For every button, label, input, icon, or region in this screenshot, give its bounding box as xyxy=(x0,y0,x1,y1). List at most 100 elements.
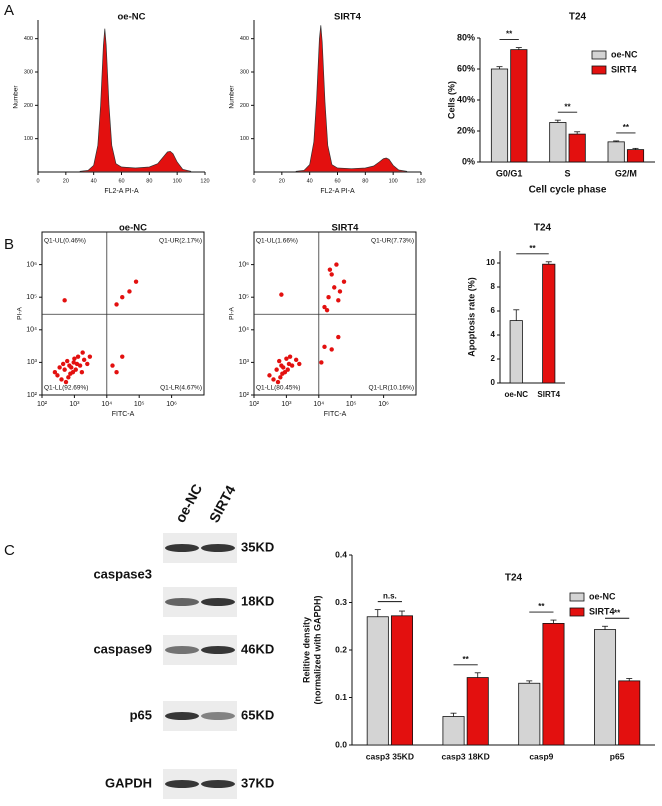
quadrant-label: Q1-UR(2.17%) xyxy=(159,238,202,245)
blot-band xyxy=(201,646,235,654)
y-axis-label: Relitive density xyxy=(301,617,311,683)
blot-band xyxy=(165,544,199,552)
event-dot xyxy=(63,379,69,385)
event-dot xyxy=(293,357,299,363)
x-tick-label: 10² xyxy=(37,401,48,408)
event-dot xyxy=(326,295,331,300)
blot-band xyxy=(201,780,235,788)
y-tick-label: 80% xyxy=(457,32,475,42)
event-dot xyxy=(62,298,67,303)
band-size-label: 35KD xyxy=(241,539,274,554)
x-tick-label: 80 xyxy=(362,178,368,184)
event-dot xyxy=(80,350,85,355)
x-tick-label: 10⁴ xyxy=(101,401,112,408)
x-tick-label: G0/G1 xyxy=(496,168,523,178)
bar xyxy=(618,680,641,746)
event-dot xyxy=(66,375,71,380)
x-tick-label: p65 xyxy=(610,751,625,761)
event-dot xyxy=(81,357,87,363)
x-tick-label: SIRT4 xyxy=(537,390,560,399)
legend-label: oe-NC xyxy=(589,591,616,601)
blot-band xyxy=(165,712,199,720)
x-tick-label: 10³ xyxy=(69,401,80,408)
legend-label: oe-NC xyxy=(611,49,638,59)
chart-title: SIRT4 xyxy=(334,12,362,23)
x-tick-label: oe-NC xyxy=(504,390,528,399)
y-tick-label: 10⁶ xyxy=(238,261,249,268)
event-dot xyxy=(72,356,77,361)
bar xyxy=(509,320,523,384)
y-axis-label: Number xyxy=(229,85,236,109)
y-tick-label: 8 xyxy=(491,282,496,291)
event-dot xyxy=(68,371,73,376)
panel-label: C xyxy=(4,542,15,559)
event-dot xyxy=(336,334,341,340)
y-tick-label: 0% xyxy=(462,156,475,166)
histogram-curve xyxy=(79,28,192,172)
band-size-label: 37KD xyxy=(241,775,274,790)
x-tick-label: 20 xyxy=(63,178,69,184)
event-dot xyxy=(289,363,295,368)
event-dot xyxy=(57,365,62,370)
bar xyxy=(549,122,567,163)
y-tick-label: 0.2 xyxy=(335,644,347,654)
event-dot xyxy=(79,370,85,375)
x-tick-label: casp3 35KD xyxy=(366,751,414,761)
x-tick-label: 0 xyxy=(36,178,39,184)
x-tick-label: 100 xyxy=(173,178,182,184)
y-tick-label: 0 xyxy=(491,378,496,387)
significance-label: ** xyxy=(529,244,536,253)
y-tick-label: 10⁴ xyxy=(26,327,37,334)
protein-label: p65 xyxy=(130,707,152,722)
x-tick-label: casp3 18KD xyxy=(442,751,490,761)
bar xyxy=(366,616,389,746)
x-tick-label: 10⁵ xyxy=(346,401,357,408)
legend-label: SIRT4 xyxy=(611,64,637,74)
x-tick-label: G2/M xyxy=(615,168,637,178)
y-tick-label: 10 xyxy=(486,258,495,267)
significance-label: ** xyxy=(614,608,621,617)
bar xyxy=(490,68,509,163)
chart-title: oe-NC xyxy=(118,12,146,23)
blot-band xyxy=(165,646,199,654)
quadrant-label: Q1-LR(10.16%) xyxy=(368,385,414,392)
event-dot xyxy=(55,373,60,378)
bar xyxy=(542,623,565,746)
event-dot xyxy=(59,377,64,382)
event-dot xyxy=(77,363,83,368)
band-size-label: 18KD xyxy=(241,593,274,608)
quadrant-label: Q1-UL(1.66%) xyxy=(256,238,298,245)
x-tick-label: 10⁶ xyxy=(378,401,389,408)
y-tick-label: 200 xyxy=(24,103,33,109)
x-tick-label: 40 xyxy=(91,178,97,184)
event-dot xyxy=(52,370,58,375)
event-dot xyxy=(280,371,285,376)
y-tick-label: 10³ xyxy=(27,359,38,366)
event-dot xyxy=(337,289,343,294)
blot-band xyxy=(201,712,235,720)
chart-title: oe-NC xyxy=(119,223,147,234)
legend-swatch xyxy=(569,607,585,617)
x-tick-label: 60 xyxy=(118,178,124,184)
event-dot xyxy=(110,363,115,368)
event-dot xyxy=(279,292,284,297)
bar xyxy=(568,133,586,163)
x-tick-label: 0 xyxy=(252,178,255,184)
event-dot xyxy=(133,279,139,284)
event-dot xyxy=(297,361,302,367)
y-tick-label: 40% xyxy=(457,94,475,104)
y-tick-label: 300 xyxy=(24,69,33,75)
significance-label: ** xyxy=(623,123,630,132)
event-dot xyxy=(60,361,66,367)
x-tick-label: 10³ xyxy=(281,401,292,408)
y-tick-label: 0.3 xyxy=(335,597,347,607)
x-tick-label: 100 xyxy=(389,178,398,184)
event-dot xyxy=(341,279,347,284)
x-tick-label: 10² xyxy=(249,401,260,408)
event-dot xyxy=(114,302,119,307)
event-dot xyxy=(329,347,334,352)
event-dot xyxy=(87,354,93,359)
y-tick-label: 10⁶ xyxy=(26,261,37,268)
bar xyxy=(607,141,625,163)
quadrant-label: Q1-UL(0.46%) xyxy=(44,238,86,245)
